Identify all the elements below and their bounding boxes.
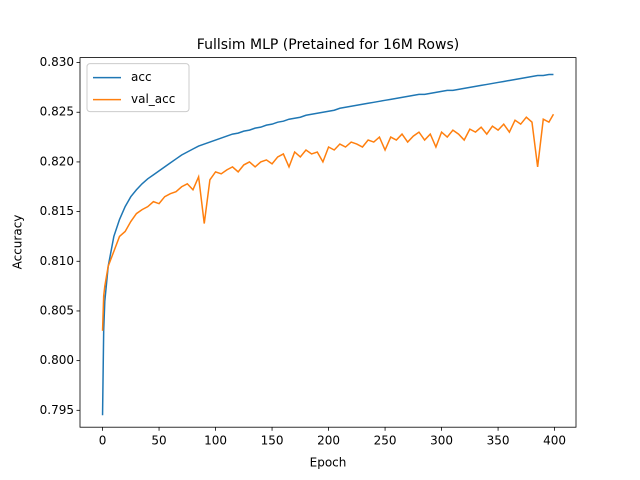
y-tick-label: 0.830 — [40, 55, 74, 69]
x-tick-label: 50 — [151, 434, 166, 448]
legend-label: val_acc — [131, 92, 175, 106]
x-tick-label: 150 — [261, 434, 284, 448]
line-series — [101, 73, 554, 416]
y-tick-label: 0.810 — [40, 254, 74, 268]
y-tick-label: 0.800 — [40, 353, 74, 367]
chart-title: Fullsim MLP (Pretained for 16M Rows) — [197, 37, 459, 53]
line-series — [101, 113, 555, 331]
y-axis-label: Accuracy — [11, 215, 25, 270]
x-tick-label: 400 — [543, 434, 566, 448]
x-tick-label: 350 — [487, 434, 510, 448]
x-tick-label: 100 — [204, 434, 227, 448]
plot-frame — [79, 57, 577, 428]
y-tick-label: 0.825 — [40, 105, 74, 119]
x-tick-label: 200 — [317, 434, 340, 448]
legend-label: acc — [131, 70, 152, 84]
y-tick-label: 0.805 — [40, 303, 74, 317]
y-tick-label: 0.795 — [40, 403, 74, 417]
x-tick-label: 250 — [374, 434, 397, 448]
y-tick-label: 0.815 — [40, 204, 74, 218]
y-tick-label: 0.820 — [40, 154, 74, 168]
x-tick-label: 300 — [430, 434, 453, 448]
x-tick-label: 0 — [99, 434, 107, 448]
x-axis-label: Epoch — [310, 456, 347, 470]
